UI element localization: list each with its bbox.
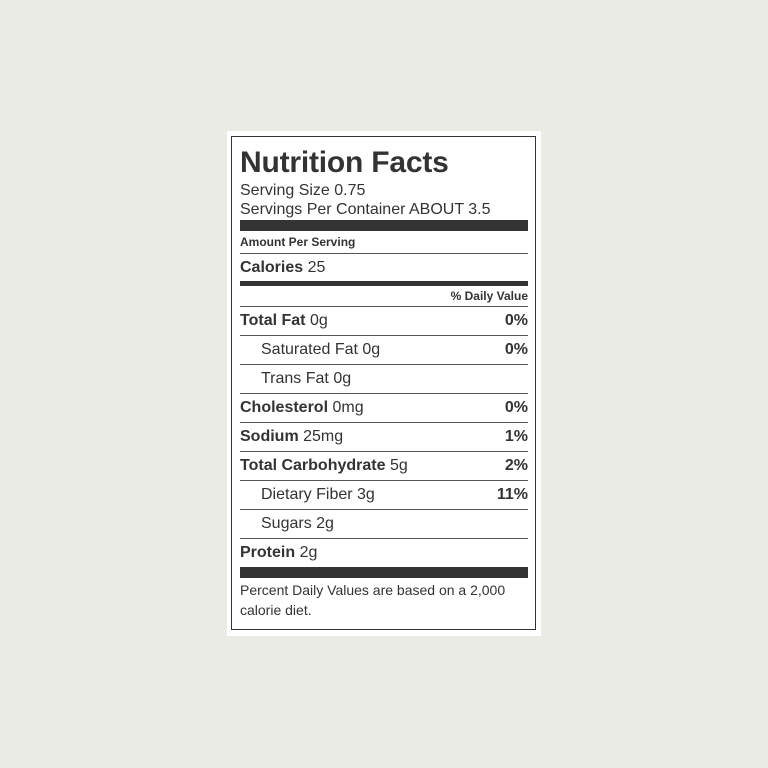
divider bbox=[240, 220, 528, 231]
nutrient-name: Sugars bbox=[261, 515, 312, 532]
daily-value: 1% bbox=[504, 428, 528, 445]
servings-per-container: Servings Per Container ABOUT 3.5 bbox=[240, 201, 491, 218]
serving-size: Serving Size 0.75 bbox=[240, 182, 366, 199]
nutrient-row: Total Carbohydrate 5g 2% bbox=[240, 452, 528, 481]
nutrient-label: Saturated Fat 0g bbox=[240, 336, 380, 364]
nutrient-name: Cholesterol bbox=[240, 399, 329, 416]
daily-value: 2% bbox=[504, 457, 528, 474]
nutrient-name: Saturated Fat bbox=[261, 341, 358, 358]
nutrient-amount: 3g bbox=[357, 486, 375, 503]
nutrient-name: Total Fat bbox=[240, 312, 306, 329]
calories-row: Calories 25 bbox=[240, 254, 528, 281]
nutrient-amount: 0g bbox=[333, 370, 352, 387]
daily-value: 11% bbox=[496, 486, 528, 503]
nutrient-name: Protein bbox=[240, 544, 296, 561]
divider bbox=[240, 567, 528, 578]
nutrient-amount: 0g bbox=[309, 312, 328, 329]
nutrient-row: Dietary Fiber 3g 11% bbox=[240, 481, 528, 510]
nutrient-row: Cholesterol 0mg 0% bbox=[240, 394, 528, 423]
label-content: Nutrition Facts Serving Size 0.75 Servin… bbox=[240, 145, 528, 620]
nutrient-name: Total Carbohydrate bbox=[240, 457, 386, 474]
nutrient-amount: 25mg bbox=[303, 428, 344, 445]
daily-value: 0% bbox=[504, 399, 528, 416]
nutrient-name: Trans Fat bbox=[261, 370, 329, 387]
nutrient-label: Total Fat 0g bbox=[240, 307, 328, 335]
daily-value-header: % Daily Value bbox=[240, 286, 528, 307]
nutrient-row: Sodium 25mg 1% bbox=[240, 423, 528, 452]
nutrient-amount: 2g bbox=[316, 515, 334, 532]
nutrient-row: Protein 2g bbox=[240, 539, 528, 567]
nutrient-amount: 0g bbox=[362, 341, 381, 358]
nutrient-rows: Total Fat 0g 0% Saturated Fat 0g 0% Trans Fa… bbox=[240, 307, 528, 567]
nutrient-label: Protein 2g bbox=[240, 539, 317, 567]
nutrient-label: Cholesterol 0mg bbox=[240, 394, 364, 422]
daily-value: 0% bbox=[504, 341, 528, 358]
calories-label: Calories bbox=[240, 259, 304, 276]
footnote: Percent Daily Values are based on a 2,00… bbox=[240, 582, 506, 618]
label-border: Nutrition Facts Serving Size 0.75 Servin… bbox=[231, 136, 536, 630]
label-card: Nutrition Facts Serving Size 0.75 Servin… bbox=[227, 131, 541, 636]
nutrient-row: Total Fat 0g 0% bbox=[240, 307, 528, 336]
calories-value: 25 bbox=[307, 259, 326, 276]
title: Nutrition Facts bbox=[240, 146, 449, 179]
nutrient-row: Trans Fat 0g bbox=[240, 365, 528, 394]
nutrient-label: Trans Fat 0g bbox=[240, 365, 351, 393]
nutrient-row: Saturated Fat 0g 0% bbox=[240, 336, 528, 365]
nutrient-label: Dietary Fiber 3g bbox=[240, 481, 375, 509]
nutrient-label: Total Carbohydrate 5g bbox=[240, 452, 408, 480]
nutrient-label: Sodium 25mg bbox=[240, 423, 343, 451]
nutrient-name: Sodium bbox=[240, 428, 299, 445]
nutrient-amount: 0mg bbox=[332, 399, 364, 416]
nutrient-amount: 2g bbox=[299, 544, 318, 561]
amount-per-serving: Amount Per Serving bbox=[240, 231, 528, 254]
daily-value: 0% bbox=[504, 312, 528, 329]
nutrient-label: Sugars 2g bbox=[240, 510, 334, 538]
nutrient-amount: 5g bbox=[389, 457, 408, 474]
nutrient-name: Dietary Fiber bbox=[261, 486, 353, 503]
divider bbox=[240, 281, 528, 286]
nutrient-row: Sugars 2g bbox=[240, 510, 528, 539]
